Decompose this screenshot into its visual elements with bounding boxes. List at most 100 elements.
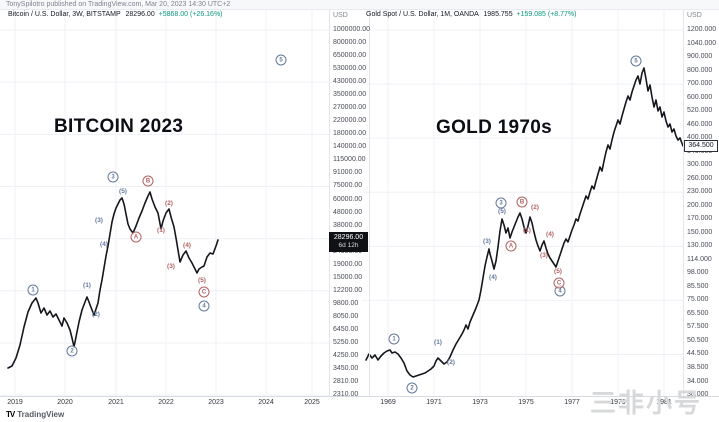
elliott-wave-label-3-blue[interactable]: (3) <box>483 237 491 245</box>
time-scale-label: 1971 <box>426 399 442 406</box>
elliott-wave-label-1-blue[interactable]: (1) <box>83 281 91 289</box>
price-scale-label: 650000.00 <box>333 52 367 60</box>
elliott-wave-label-C-red[interactable]: C <box>198 286 210 298</box>
elliott-wave-label-1-blue[interactable]: 1 <box>27 284 39 296</box>
elliott-wave-label-3-red[interactable]: (3) <box>167 262 175 270</box>
price-scale-label: 30.000 <box>687 391 709 399</box>
price-scale-label: 180000.00 <box>333 130 367 138</box>
footer: TV TradingView <box>6 408 64 420</box>
elliott-wave-label-4-red[interactable]: (4) <box>183 241 191 249</box>
elliott-wave-label-A-red[interactable]: A <box>505 240 517 252</box>
price-scale-label: 8050.00 <box>333 312 359 320</box>
time-scale-label: 2022 <box>158 399 174 406</box>
elliott-wave-label-1-blue[interactable]: 1 <box>388 333 400 345</box>
price-scale-label: 800.000 <box>687 66 713 74</box>
elliott-wave-label-2-red[interactable]: (2) <box>165 199 173 207</box>
price-scale-label: 2310.00 <box>333 391 359 399</box>
price-scale-label: 5250.00 <box>333 338 359 346</box>
elliott-wave-label-3-blue[interactable]: (3) <box>95 216 103 224</box>
elliott-wave-label-1-red[interactable]: (1) <box>157 226 165 234</box>
price-scale-label: 1000000.00 <box>333 26 370 33</box>
elliott-wave-label-2-blue[interactable]: 2 <box>406 382 418 394</box>
elliott-wave-label-A-red[interactable]: A <box>130 231 142 243</box>
bitcoin-current-price-tag[interactable]: 28296.00 6d 12h <box>329 232 368 252</box>
elliott-wave-label-4-red[interactable]: (4) <box>546 230 554 238</box>
time-axis[interactable]: 2019 2020 2021 2022 2023 2024 2025 1969 1971 1973… <box>0 397 719 408</box>
elliott-wave-label-5-blue[interactable]: 5 <box>630 55 642 67</box>
price-scale-label: 60000.00 <box>333 195 363 203</box>
bitcoin-legend[interactable]: Bitcoin / U.S. Dollar, 3W, BITSTAMP 2829… <box>8 11 223 18</box>
elliott-wave-label-2-red[interactable]: (2) <box>531 203 539 211</box>
time-scale-label: 2023 <box>208 399 224 406</box>
price-scale-label: 700.000 <box>687 80 713 88</box>
time-scale-label: 1981 <box>656 399 672 406</box>
elliott-wave-label-3-red[interactable]: (3) <box>540 251 548 259</box>
price-scale-label: 900.000 <box>687 53 713 61</box>
elliott-wave-label-5-blue[interactable]: (5) <box>119 187 127 195</box>
elliott-wave-label-2-blue[interactable]: (2) <box>447 358 455 366</box>
price-scale-label: 12200.00 <box>333 286 363 294</box>
price-scale-label: 34.000 <box>687 377 709 385</box>
price-scale-label: 6450.00 <box>333 325 359 333</box>
bitcoin-headline-label: BITCOIN 2023 <box>54 116 184 137</box>
price-scale-label: 520.000 <box>687 107 713 115</box>
price-scale-label: 38.500 <box>687 364 709 371</box>
price-scale-label: 350000.00 <box>333 91 367 99</box>
price-scale-label: 75000.00 <box>333 182 363 190</box>
price-scale-label: 4250.00 <box>333 352 359 359</box>
price-scale-label: 150.000 <box>687 228 713 236</box>
price-scale-label: 800000.00 <box>333 39 367 47</box>
elliott-wave-label-5-blue[interactable]: 5 <box>275 54 287 66</box>
elliott-wave-label-2-blue[interactable]: (2) <box>92 310 100 318</box>
price-scale-label: 430000.00 <box>333 78 367 86</box>
gold-price-change: +159.085 (+8.77%) <box>516 11 577 18</box>
bitcoin-axis-currency: USD <box>333 12 348 19</box>
price-scale-label: 114.000 <box>687 255 712 263</box>
time-scale-label: 2021 <box>108 399 124 406</box>
price-scale-label: 75.000 <box>687 296 709 304</box>
gold-last-price: 1985.755 <box>483 11 513 18</box>
bitcoin-tag-countdown: 6d 12h <box>338 242 359 249</box>
bitcoin-tag-price: 28296.00 <box>333 234 364 241</box>
elliott-wave-label-5-blue[interactable]: (5) <box>498 207 506 215</box>
elliott-wave-label-2-blue[interactable]: 2 <box>66 345 78 357</box>
publish-attribution-text: TonySpilotro published on TradingView.co… <box>6 1 231 8</box>
elliott-wave-label-B-red[interactable]: B <box>516 196 528 208</box>
elliott-wave-label-5-red[interactable]: (5) <box>198 276 206 284</box>
time-scale-label: 2024 <box>258 399 274 406</box>
price-scale-label: 3450.00 <box>333 365 359 373</box>
elliott-wave-label-4-blue[interactable]: (4) <box>489 273 497 281</box>
tradingview-logo-icon: TV <box>6 409 15 419</box>
price-scale-label: 2810.00 <box>333 378 359 386</box>
price-scale-label: 19000.00 <box>333 260 363 268</box>
gold-symbol-title: Gold Spot / U.S. Dollar, 1M, OANDA <box>366 11 479 18</box>
bitcoin-symbol-title: Bitcoin / U.S. Dollar, 3W, BITSTAMP <box>8 11 121 18</box>
price-scale-label: 98.000 <box>687 269 709 277</box>
elliott-wave-label-1-red[interactable]: (1) <box>523 226 531 234</box>
price-scale-label: 130.000 <box>687 242 713 250</box>
price-scale-label: 200.000 <box>687 201 713 209</box>
price-scale-label: 38000.00 <box>333 221 363 229</box>
time-scale-label: 1969 <box>380 399 396 406</box>
price-scale-label: 48000.00 <box>333 208 363 216</box>
price-scale-label: 140000.00 <box>333 143 367 151</box>
elliott-wave-label-C-red[interactable]: C <box>553 277 565 289</box>
publish-bar: TonySpilotro published on TradingView.co… <box>0 0 719 10</box>
gold-current-price-label: 364.500 <box>684 140 718 152</box>
time-scale-label: 2020 <box>57 399 73 406</box>
elliott-wave-label-5-red[interactable]: (5) <box>554 267 562 275</box>
price-scale-label: 1040.000 <box>687 39 717 47</box>
elliott-wave-label-1-blue[interactable]: (1) <box>434 338 442 346</box>
gold-axis-currency: USD <box>687 12 702 19</box>
price-scale-label: 300.000 <box>687 161 713 169</box>
tradingview-brand-text[interactable]: TradingView <box>17 409 65 419</box>
elliott-wave-label-B-red[interactable]: B <box>142 175 154 187</box>
elliott-wave-label-4-blue[interactable]: 4 <box>198 300 210 312</box>
gold-legend[interactable]: Gold Spot / U.S. Dollar, 1M, OANDA 1985.… <box>366 11 576 18</box>
price-scale-label: 115000.00 <box>333 156 366 164</box>
elliott-wave-label-4-blue[interactable]: (4) <box>100 240 108 248</box>
price-scale-label: 170.000 <box>687 215 713 223</box>
time-scale-label: 1977 <box>564 399 580 406</box>
elliott-wave-label-3-blue[interactable]: 3 <box>107 171 119 183</box>
